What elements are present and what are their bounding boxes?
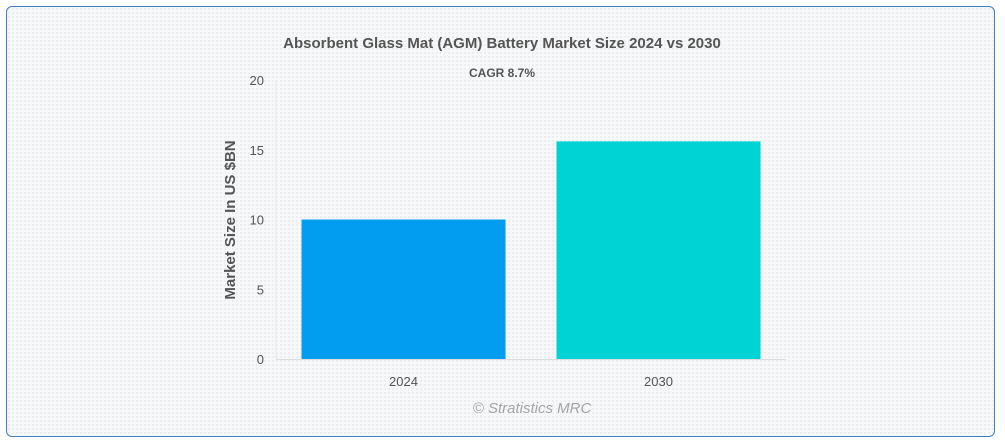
cagr-annotation: CAGR 8.7% — [469, 66, 535, 80]
y-tick-label: 0 — [257, 352, 264, 367]
y-tick-label: 5 — [257, 282, 264, 297]
bar-2030[interactable] — [556, 141, 761, 359]
chart-title: Absorbent Glass Mat (AGM) Battery Market… — [283, 35, 721, 52]
x-tick-label: 2024 — [389, 374, 418, 389]
y-axis-label: Market Size In US $BN — [222, 140, 239, 299]
y-tick-label: 15 — [250, 143, 264, 158]
y-tick-label: 20 — [250, 73, 264, 88]
watermark-text: © Stratistics MRC — [473, 400, 592, 417]
bar-2024[interactable] — [301, 219, 506, 360]
y-tick-label: 10 — [250, 213, 264, 228]
x-tick-label: 2030 — [644, 374, 673, 389]
